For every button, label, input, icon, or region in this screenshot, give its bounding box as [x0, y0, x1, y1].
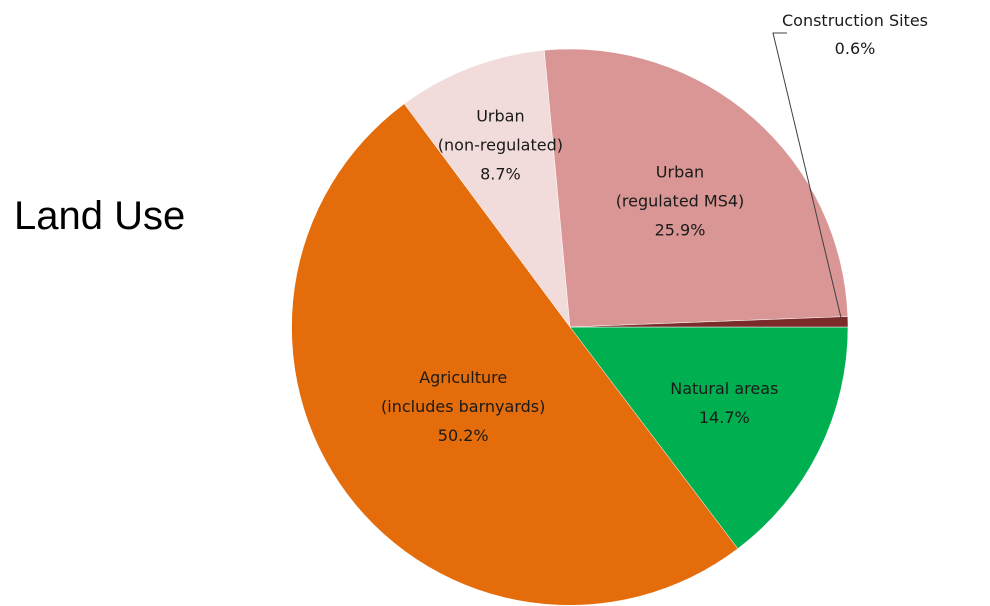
slice-label: Agriculture (includes barnyards) 50.2%	[381, 368, 545, 445]
pie-slice-agriculture-includes-barnyards	[291, 103, 739, 606]
pie-slices	[291, 48, 849, 606]
slice-label: Construction Sites 0.6%	[782, 11, 928, 58]
slice-name-label: (includes barnyards)	[381, 397, 545, 416]
slice-value-label: 14.7%	[699, 408, 750, 427]
slice-label: Natural areas 14.7%	[670, 379, 778, 427]
slice-label: Urban (regulated MS4) 25.9%	[616, 163, 745, 240]
slice-name-label: Urban	[476, 106, 524, 125]
slice-label: Urban (non-regulated) 8.7%	[438, 106, 563, 183]
slice-name-label: Construction Sites	[782, 11, 928, 30]
pie-slice-natural-areas	[569, 326, 849, 549]
slice-name-label: Natural areas	[670, 379, 778, 398]
pie-slice-urban-regulated-ms4	[544, 48, 849, 328]
chart-title: Land Use	[14, 194, 186, 238]
pie-leader-lines	[772, 32, 843, 323]
pie-slice-construction-sites	[569, 316, 849, 328]
pie-slice-labels: Natural areas 14.7% Agriculture (includes b…	[381, 11, 928, 445]
slice-value-label: 25.9%	[655, 221, 706, 240]
slice-value-label: 50.2%	[438, 426, 489, 445]
slice-name-label: Agriculture	[419, 368, 507, 387]
slice-name-label: (regulated MS4)	[616, 192, 745, 211]
slice-name-label: Urban	[656, 163, 704, 182]
slice-name-label: (non-regulated)	[438, 135, 563, 154]
leader-line	[772, 32, 843, 323]
slice-value-label: 8.7%	[480, 164, 521, 183]
slice-value-label: 0.6%	[835, 39, 876, 58]
pie-slice-urban-non-regulated	[403, 49, 571, 328]
